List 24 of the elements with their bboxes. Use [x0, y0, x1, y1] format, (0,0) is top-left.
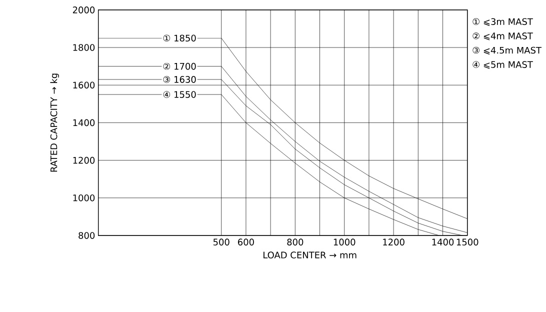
- y-axis-title: RATED CAPACITY → kg: [50, 74, 59, 172]
- x-tick-label: 800: [287, 238, 304, 246]
- y-tick-label: 1000: [73, 194, 95, 202]
- text: ④ ⩽5m MAST: [472, 61, 533, 69]
- annotation: ③ 1630: [163, 76, 196, 83]
- y-tick-label: 1200: [73, 156, 95, 164]
- text: ① ⩽3m MAST: [472, 18, 533, 26]
- x-tick-label: 1000: [334, 238, 356, 246]
- text: ② ⩽4m MAST: [472, 32, 533, 40]
- x-tick-label: 600: [238, 238, 254, 246]
- y-tick-label: 1800: [73, 44, 95, 51]
- y-tick-label: 1400: [73, 119, 95, 126]
- x-tick-label: 1400: [432, 238, 454, 246]
- x-tick-label: 1200: [383, 238, 404, 246]
- annotation: ① 1850: [163, 34, 196, 42]
- x-tick-label: 1500: [456, 238, 478, 246]
- y-tick-label: 2000: [72, 6, 95, 14]
- text: ③ ⩽4.5m MAST: [472, 46, 542, 55]
- x-axis-title: LOAD CENTER → mm: [264, 252, 356, 258]
- annotation: ④ 1550: [163, 91, 196, 98]
- annotation: ② 1700: [163, 62, 196, 70]
- y-tick-label: 1600: [73, 82, 95, 88]
- y-tick-label: 800: [78, 232, 95, 239]
- x-tick-label: 500: [213, 238, 230, 246]
